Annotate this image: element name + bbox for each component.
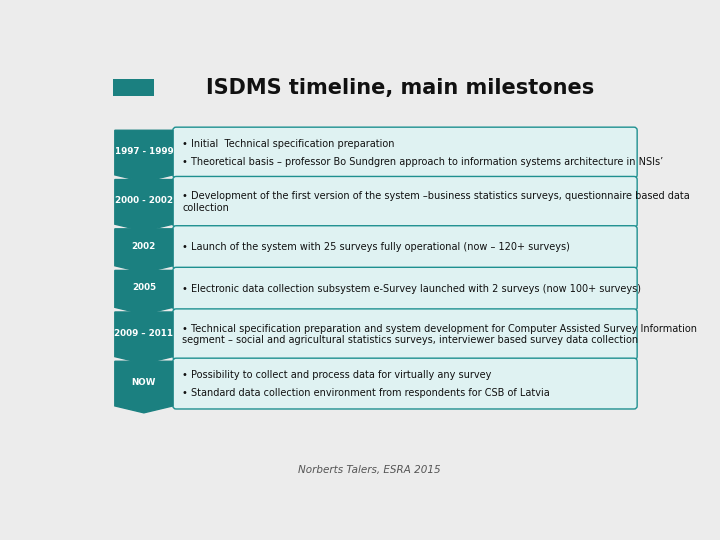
FancyBboxPatch shape bbox=[173, 309, 637, 360]
Text: • Theoretical basis – professor Bo Sundgren approach to information systems arch: • Theoretical basis – professor Bo Sundg… bbox=[182, 157, 663, 166]
Text: ISDMS timeline, main milestones: ISDMS timeline, main milestones bbox=[206, 78, 594, 98]
Text: • Possibility to collect and process data for virtually any survey: • Possibility to collect and process dat… bbox=[182, 370, 492, 380]
Polygon shape bbox=[114, 179, 173, 231]
Text: • Standard data collection environment from respondents for CSB of Latvia: • Standard data collection environment f… bbox=[182, 388, 550, 397]
FancyBboxPatch shape bbox=[173, 226, 637, 269]
Text: • Technical specification preparation and system development for Computer Assist: • Technical specification preparation an… bbox=[182, 323, 697, 345]
Text: • Initial  Technical specification preparation: • Initial Technical specification prepar… bbox=[182, 139, 395, 148]
FancyBboxPatch shape bbox=[173, 127, 637, 178]
FancyBboxPatch shape bbox=[173, 267, 637, 310]
Text: • Development of the first version of the system –business statistics surveys, q: • Development of the first version of th… bbox=[182, 191, 690, 213]
Polygon shape bbox=[114, 361, 173, 413]
FancyBboxPatch shape bbox=[113, 79, 153, 96]
Text: NOW: NOW bbox=[132, 378, 156, 387]
Polygon shape bbox=[114, 130, 173, 182]
FancyBboxPatch shape bbox=[173, 177, 637, 227]
Text: Norberts Talers, ESRA 2015: Norberts Talers, ESRA 2015 bbox=[297, 465, 441, 475]
Text: • Launch of the system with 25 surveys fully operational (now – 120+ surveys): • Launch of the system with 25 surveys f… bbox=[182, 242, 570, 252]
Text: • Electronic data collection subsystem e-Survey launched with 2 surveys (now 100: • Electronic data collection subsystem e… bbox=[182, 284, 642, 294]
Text: 2009 – 2011: 2009 – 2011 bbox=[114, 329, 174, 338]
FancyBboxPatch shape bbox=[173, 358, 637, 409]
Text: 2002: 2002 bbox=[132, 242, 156, 251]
Polygon shape bbox=[114, 271, 173, 314]
Text: 2005: 2005 bbox=[132, 284, 156, 292]
Text: 2000 - 2002: 2000 - 2002 bbox=[115, 197, 173, 205]
Text: 1997 - 1999: 1997 - 1999 bbox=[114, 147, 174, 156]
Polygon shape bbox=[114, 312, 173, 363]
Polygon shape bbox=[114, 229, 173, 273]
